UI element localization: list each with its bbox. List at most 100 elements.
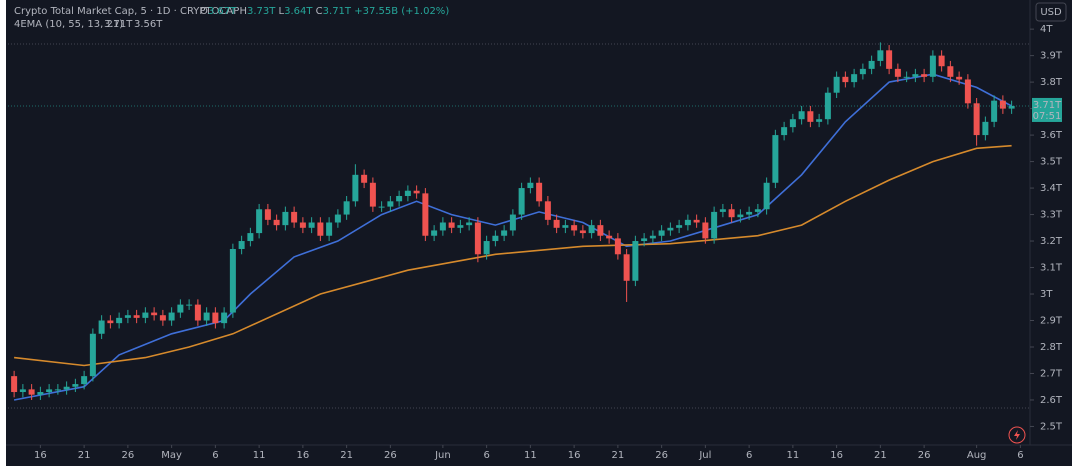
candle-body — [877, 50, 884, 61]
alert-icon[interactable] — [1008, 426, 1026, 444]
candle-body — [719, 209, 726, 212]
candle-body — [28, 389, 35, 395]
ohlc-value: 3.71T — [323, 6, 352, 17]
y-tick-label: 2.6T — [1040, 395, 1063, 406]
candle-body — [789, 119, 796, 128]
candle-body — [159, 315, 166, 321]
ohlc-legend: O3.67T H3.73T L3.64T C3.71T +37.55B (+1.… — [200, 6, 449, 17]
currency-label[interactable]: USD — [1040, 7, 1062, 18]
y-tick-label: 3.4T — [1040, 183, 1063, 194]
candle-body — [124, 315, 131, 318]
candle-body — [501, 230, 508, 236]
candle-body — [684, 219, 691, 226]
candle-body — [606, 235, 613, 239]
y-tick-label: 3.2T — [1040, 236, 1063, 247]
x-tick-label: 16 — [297, 450, 310, 461]
candle-body — [658, 230, 665, 236]
candle-body — [816, 119, 823, 122]
x-tick-label: 6 — [483, 450, 489, 461]
candle-body — [212, 312, 219, 324]
candle-body — [868, 60, 875, 69]
candle-body — [352, 174, 359, 202]
candle-body — [991, 100, 998, 122]
candle-body — [194, 304, 201, 321]
candle-body — [956, 76, 963, 80]
candle-body — [623, 254, 630, 281]
candle-body — [938, 55, 945, 67]
candle-body — [133, 315, 140, 318]
candle-body — [492, 235, 499, 242]
candle-body — [334, 214, 341, 223]
x-tick-label: Aug — [967, 450, 987, 461]
candle-body — [221, 312, 228, 324]
ohlc-key: H — [239, 6, 247, 17]
candle-body — [676, 225, 683, 228]
candle-body — [413, 190, 420, 194]
candle-body — [46, 389, 53, 393]
candle-body — [11, 376, 18, 393]
candle-body — [326, 222, 333, 236]
legend-value: 3.71T — [104, 19, 133, 30]
candle-body — [98, 320, 105, 334]
candle-body — [19, 389, 26, 393]
candle-body — [439, 222, 446, 231]
candle-body — [571, 225, 578, 231]
candle-body — [448, 222, 455, 228]
candle-body — [291, 211, 298, 223]
candle-body — [404, 190, 411, 197]
candle-body — [798, 111, 805, 120]
currency-button[interactable] — [1035, 2, 1067, 22]
candle-body — [361, 174, 368, 183]
chart-background — [6, 0, 1072, 466]
candle-body — [396, 196, 403, 202]
candle-body — [1008, 105, 1015, 109]
candle-body — [746, 211, 753, 215]
candle-body — [37, 392, 44, 395]
candle-body — [781, 127, 788, 136]
candle-body — [754, 209, 761, 212]
x-tick-label: 21 — [78, 450, 91, 461]
x-tick-label: 16 — [830, 450, 843, 461]
candle-body — [116, 317, 123, 324]
candle-body — [597, 225, 604, 236]
y-tick-label: 4T — [1040, 24, 1053, 35]
ohlc-value: 3.64T — [284, 6, 313, 17]
candle-body — [483, 241, 490, 255]
candle-body — [763, 182, 770, 210]
x-tick-label: 11 — [524, 450, 537, 461]
x-tick-label: 26 — [655, 450, 668, 461]
chart-title: Crypto Total Market Cap, 5 · 1D · CRYPTO… — [14, 6, 239, 17]
x-tick-label: 26 — [122, 450, 135, 461]
candle-body — [702, 222, 709, 239]
price-tag-value: 3.71T — [1033, 100, 1062, 111]
candle-body — [921, 74, 928, 77]
candle-body — [308, 222, 315, 228]
candle-body — [842, 76, 849, 83]
candle-body — [107, 320, 114, 324]
candle-body — [536, 182, 543, 202]
ohlc-value: 3.73T — [247, 6, 276, 17]
candle-body — [264, 209, 271, 220]
candle-body — [579, 230, 586, 234]
candle-body — [177, 304, 184, 313]
candle-body — [518, 188, 525, 215]
y-tick-label: 3.3T — [1040, 210, 1063, 221]
price-tag-countdown: 07:51 — [1033, 111, 1062, 122]
candle-body — [553, 219, 560, 228]
x-tick-label: 21 — [340, 450, 353, 461]
candle-body — [168, 312, 175, 321]
candle-body — [142, 312, 149, 318]
candle-body — [964, 79, 971, 104]
candle-body — [457, 225, 464, 228]
x-tick-label: May — [161, 450, 182, 461]
candle-body — [912, 74, 919, 77]
y-tick-label: 3.8T — [1040, 77, 1063, 88]
x-tick-label: 6 — [1017, 450, 1023, 461]
candle-body — [54, 389, 61, 391]
candle-body — [72, 384, 79, 387]
candle-body — [81, 376, 88, 385]
y-tick-label: 3.6T — [1040, 130, 1063, 141]
candle-body — [378, 206, 385, 208]
candle-body — [649, 235, 656, 239]
